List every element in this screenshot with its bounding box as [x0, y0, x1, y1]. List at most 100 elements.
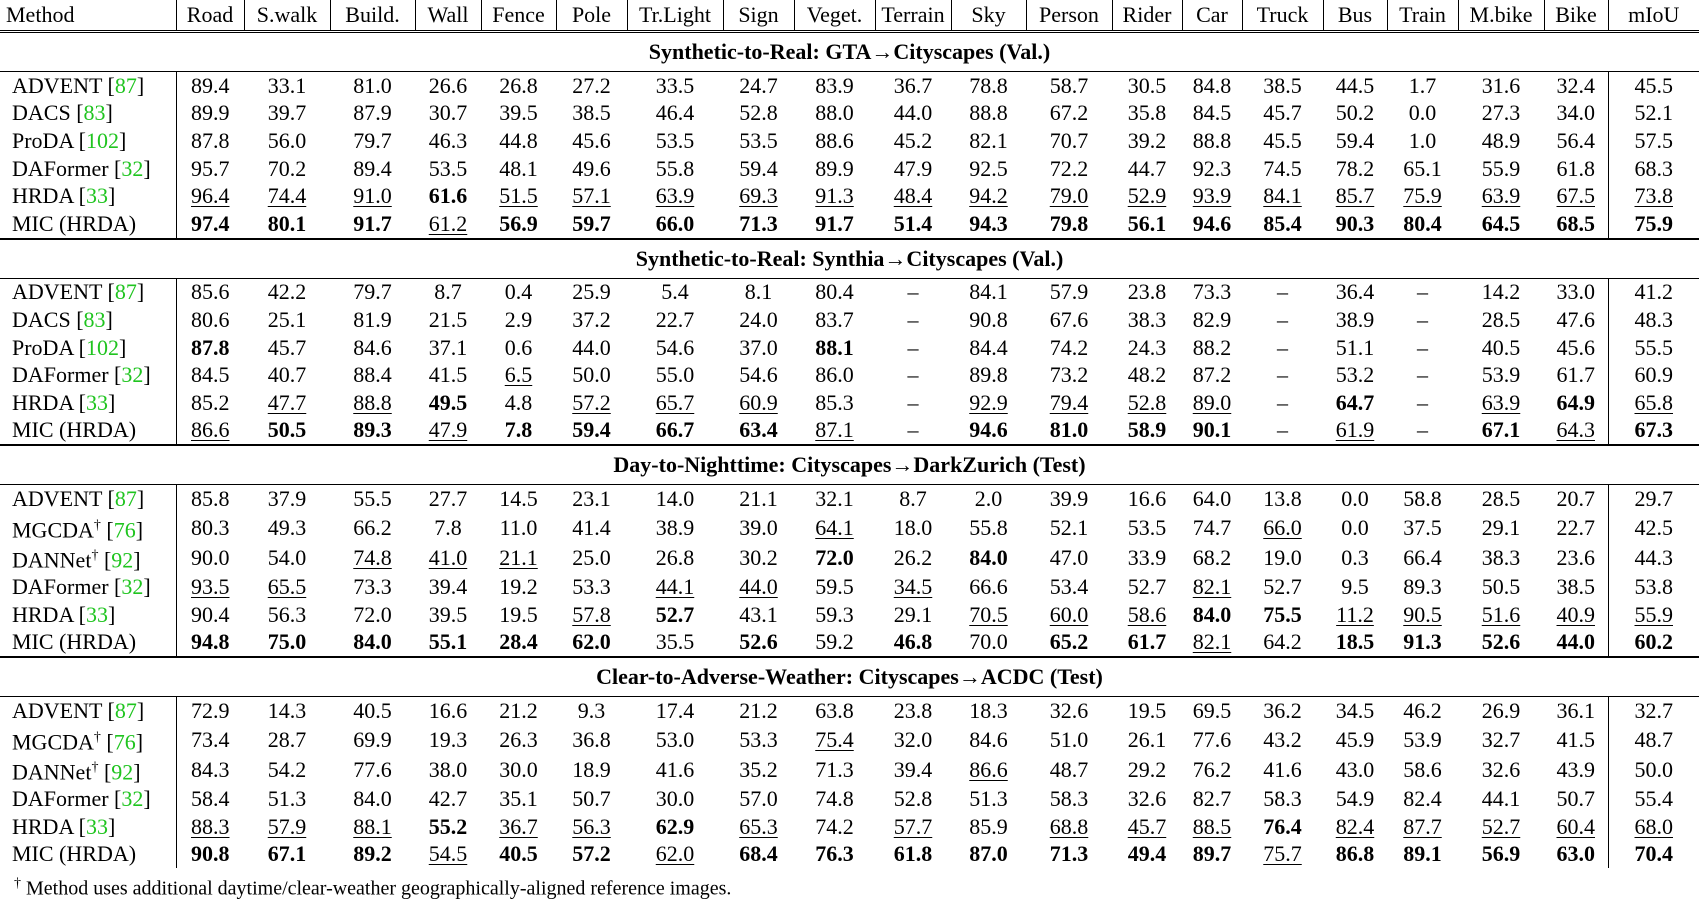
value-cell: 66.0 [627, 210, 723, 239]
citation-link[interactable]: 87 [114, 279, 137, 305]
value: 8.7 [434, 279, 462, 305]
value: 94.8 [191, 629, 230, 655]
method-cell: MGCDA† [76] [0, 724, 177, 756]
value: 49.5 [428, 389, 468, 415]
value-cell: 45.5 [1607, 71, 1699, 100]
value-cell: 84.0 [951, 543, 1026, 573]
value: 88.3 [191, 813, 230, 839]
citation-link[interactable]: 87 [114, 697, 137, 723]
citation-link[interactable]: 83 [83, 306, 106, 332]
value: 52.7 [1127, 574, 1167, 600]
value: 94.3 [969, 210, 1008, 236]
value: 42.5 [1634, 514, 1674, 540]
value-cell: 52.7 [627, 601, 723, 629]
value: 26.9 [1481, 697, 1521, 723]
method-cell: ProDA [102] [0, 333, 177, 362]
citation-link[interactable]: 33 [85, 183, 108, 209]
method-name: MIC (HRDA) [12, 210, 137, 236]
citation-link[interactable]: 32 [121, 786, 144, 812]
value: 75.9 [1634, 210, 1674, 236]
value-cell: 72.2 [1026, 155, 1112, 183]
value-cell: 54.5 [415, 841, 481, 869]
citation-link[interactable]: 76 [113, 729, 136, 755]
column-header: Sign [722, 0, 794, 32]
section-title: Day-to-Nighttime: Cityscapes→DarkZurich … [0, 444, 1699, 486]
value-cell: 73.3 [330, 573, 415, 601]
value: 35.1 [499, 786, 538, 812]
value-cell: 61.6 [415, 182, 481, 210]
method-cell: DAFormer [32] [0, 361, 177, 389]
value-cell: 40.5 [1458, 334, 1544, 362]
citation-link[interactable]: 102 [85, 127, 119, 153]
method-cell: MIC (HRDA) [0, 840, 177, 869]
value-cell: 44.5 [1323, 72, 1387, 100]
value-cell: 84.4 [951, 334, 1026, 362]
method-cell: MIC (HRDA) [0, 209, 177, 239]
citation-link[interactable]: 92 [111, 547, 134, 573]
value-cell: 84.1 [1242, 182, 1323, 210]
value-cell: 70.2 [244, 155, 330, 183]
value-cell: 56.3 [244, 601, 330, 629]
value-cell: 65.8 [1607, 388, 1699, 417]
value: 39.4 [893, 757, 933, 783]
citation-link[interactable]: 32 [121, 574, 144, 600]
value: 65.7 [655, 389, 695, 415]
table-row: HRDA [33] 90.4 56.3 72.0 39.5 19.5 57.8 52.7 43.… [0, 600, 1699, 629]
citation-link[interactable]: 92 [111, 759, 134, 785]
value: 40.5 [353, 697, 392, 723]
value-cell: 79.0 [1026, 182, 1112, 210]
value: – [907, 306, 919, 332]
value: 23.1 [572, 485, 611, 511]
citation-link[interactable]: 33 [85, 389, 108, 415]
value: 90.8 [969, 306, 1008, 332]
value-cell: 65.3 [723, 813, 794, 841]
value: 38.9 [1335, 306, 1375, 332]
value-cell: 59.5 [794, 573, 875, 601]
value: 78.2 [1335, 155, 1375, 181]
value: 37.1 [428, 334, 468, 360]
value: 55.4 [1634, 786, 1674, 812]
value: 94.6 [969, 417, 1008, 443]
value-cell: 20.7 [1544, 485, 1608, 513]
citation-link[interactable]: 32 [121, 155, 144, 181]
value: 91.3 [1403, 629, 1442, 655]
value: 88.8 [969, 100, 1008, 126]
value: 71.3 [1049, 841, 1089, 867]
method-name: MGCDA [12, 517, 94, 543]
value-cell: 19.5 [1112, 697, 1182, 725]
value: 80.4 [1403, 210, 1442, 236]
value-cell: 74.5 [1242, 155, 1323, 183]
citation-link[interactable]: 32 [121, 362, 144, 388]
value-cell: 32.6 [1112, 785, 1182, 813]
citation-link[interactable]: 83 [83, 100, 106, 126]
citation-link[interactable]: 102 [85, 334, 119, 360]
value-cell: 41.5 [415, 361, 481, 389]
table-row: DAFormer [32] 58.4 51.3 84.0 42.7 35.1 50.7 30.… [0, 785, 1699, 813]
value-cell: 44.0 [556, 334, 627, 362]
value: 91.7 [353, 210, 392, 236]
citation-link[interactable]: 87 [114, 485, 137, 511]
value-cell: 63.9 [1458, 389, 1544, 417]
value: 43.1 [739, 601, 778, 627]
value-cell: 75.5 [1242, 601, 1323, 629]
citation-link[interactable]: 33 [85, 601, 108, 627]
value-cell: 75.0 [244, 629, 330, 658]
value: 23.8 [1127, 279, 1167, 305]
citation-link[interactable]: 87 [114, 72, 137, 98]
value: 38.5 [572, 100, 611, 126]
citation-link[interactable]: 33 [85, 813, 108, 839]
value: 88.8 [1192, 127, 1232, 153]
method-cell: DACS [83] [0, 306, 177, 334]
value: 19.2 [499, 574, 538, 600]
value-cell: 79.4 [1026, 389, 1112, 417]
value-cell: 16.6 [415, 697, 481, 725]
value: – [1417, 389, 1428, 415]
citation-link[interactable]: 76 [113, 517, 136, 543]
value-cell: 41.6 [1242, 755, 1323, 785]
value: 37.0 [739, 334, 778, 360]
method-cell: MGCDA† [76] [0, 512, 177, 544]
value: 20.7 [1556, 485, 1596, 511]
value-cell: 89.4 [176, 72, 244, 100]
column-header: S.walk [243, 0, 330, 32]
value-cell: 41.5 [1544, 725, 1608, 755]
